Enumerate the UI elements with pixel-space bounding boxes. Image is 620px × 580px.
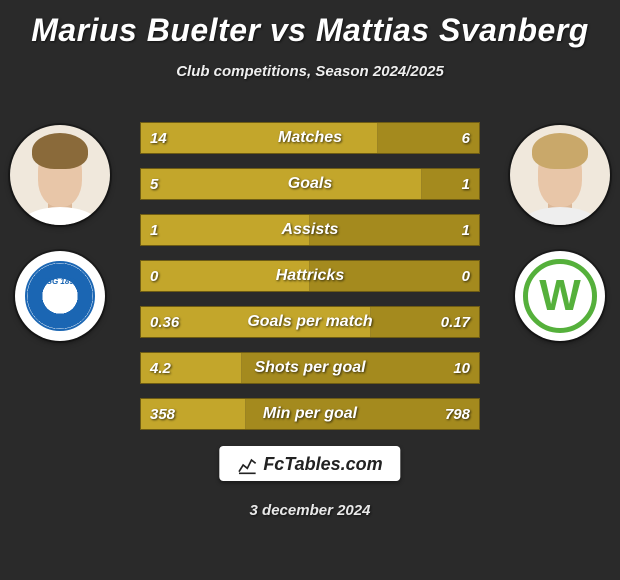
- stat-left-value: 0: [140, 260, 168, 292]
- brand-text: FcTables.com: [263, 454, 382, 475]
- stat-bar-bg: [140, 122, 480, 154]
- stat-right-value: 0: [452, 260, 480, 292]
- right-club-badge: W: [515, 251, 605, 341]
- stat-right-value: 1: [452, 168, 480, 200]
- stat-row: 146Matches: [140, 122, 480, 154]
- stat-right-value: 0.17: [431, 306, 480, 338]
- stat-right-value: 798: [435, 398, 480, 430]
- stat-bar-bg: [140, 168, 480, 200]
- stat-left-value: 358: [140, 398, 185, 430]
- stat-row: 00Hattricks: [140, 260, 480, 292]
- right-player-column: W: [510, 125, 610, 341]
- stat-left-value: 5: [140, 168, 168, 200]
- stat-left-value: 4.2: [140, 352, 181, 384]
- wolfsburg-badge-icon: W: [523, 259, 597, 333]
- stat-bar-fill: [141, 169, 422, 199]
- left-club-badge: [15, 251, 105, 341]
- stat-row: 4.210Shots per goal: [140, 352, 480, 384]
- right-player-avatar: [510, 125, 610, 225]
- stat-row: 11Assists: [140, 214, 480, 246]
- subtitle: Club competitions, Season 2024/2025: [0, 63, 620, 80]
- player-face-icon: [510, 125, 610, 225]
- player-face-icon: [10, 125, 110, 225]
- stat-left-value: 14: [140, 122, 177, 154]
- stat-left-value: 0.36: [140, 306, 189, 338]
- stat-bar-bg: [140, 352, 480, 384]
- fctables-logo-icon: [237, 455, 257, 475]
- hoffenheim-badge-icon: [25, 261, 95, 331]
- stat-right-value: 1: [452, 214, 480, 246]
- stat-row: 0.360.17Goals per match: [140, 306, 480, 338]
- stat-left-value: 1: [140, 214, 168, 246]
- stat-bar-bg: [140, 306, 480, 338]
- stat-row: 51Goals: [140, 168, 480, 200]
- stats-container: 146Matches51Goals11Assists00Hattricks0.3…: [140, 122, 480, 444]
- stat-right-value: 6: [452, 122, 480, 154]
- stat-row: 358798Min per goal: [140, 398, 480, 430]
- stat-right-value: 10: [443, 352, 480, 384]
- left-player-column: [10, 125, 110, 341]
- left-player-avatar: [10, 125, 110, 225]
- brand-badge[interactable]: FcTables.com: [219, 446, 400, 481]
- stat-bar-bg: [140, 260, 480, 292]
- date-text: 3 december 2024: [0, 502, 620, 519]
- stat-bar-bg: [140, 398, 480, 430]
- stat-bar-bg: [140, 214, 480, 246]
- page-title: Marius Buelter vs Mattias Svanberg: [0, 0, 620, 49]
